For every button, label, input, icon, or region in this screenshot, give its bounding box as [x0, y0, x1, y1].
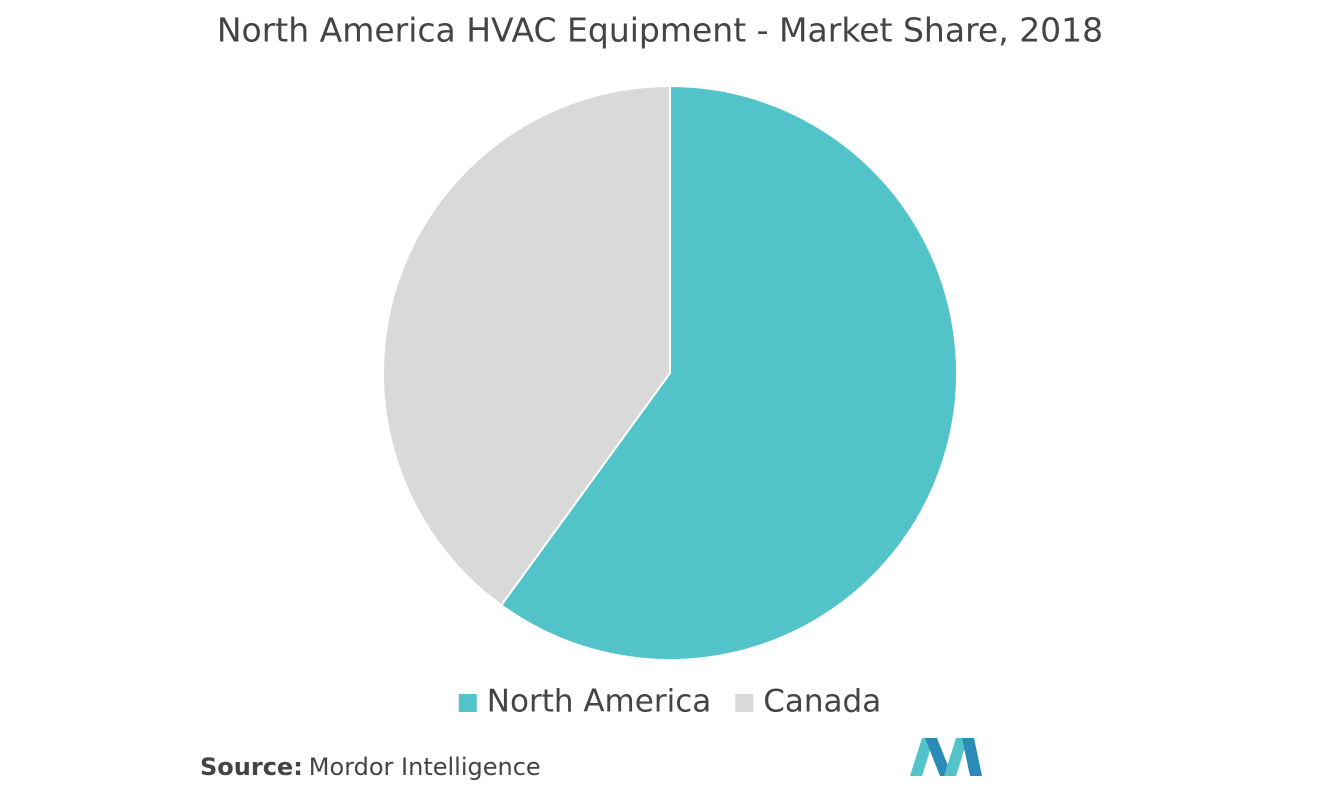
- logo-part: [962, 738, 982, 776]
- legend-label: Canada: [763, 684, 881, 720]
- source-label: Source:: [200, 753, 303, 781]
- source: Source: Mordor Intelligence: [200, 753, 541, 781]
- pie-slice: [499, 84, 958, 661]
- chart-title: North America HVAC Equipment - Market Sh…: [217, 11, 1103, 50]
- legend-label: North America: [487, 684, 711, 720]
- logo-part: [925, 738, 952, 776]
- source-text: Mordor Intelligence: [309, 753, 541, 781]
- logo: [910, 738, 982, 776]
- logo-part: [910, 738, 934, 776]
- legend-swatch: [735, 694, 754, 712]
- logo-part: [944, 738, 968, 776]
- pie-slice: [382, 84, 671, 607]
- legend-swatch: [458, 694, 477, 712]
- legend: North America Canada: [458, 684, 881, 720]
